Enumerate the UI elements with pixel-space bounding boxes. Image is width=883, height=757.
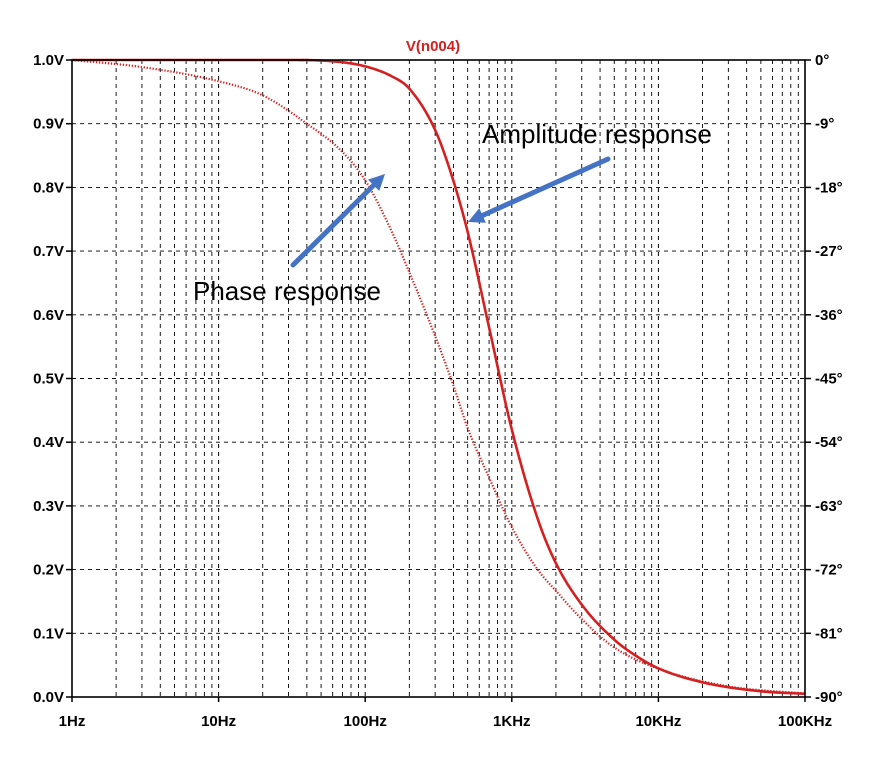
x-tick-label: 1Hz	[59, 713, 86, 730]
y2-tick-label: -81°	[815, 625, 843, 642]
x-tick-label: 10Hz	[201, 713, 236, 730]
x-tick-label: 10KHz	[635, 713, 681, 730]
y-tick-label: 0.7V	[33, 243, 64, 260]
phase-arrow-head	[367, 174, 385, 191]
annotation-amplitude: Amplitude response	[482, 119, 712, 149]
amplitude-arrow-shaft	[480, 156, 611, 218]
series-line-amplitude	[72, 58, 806, 696]
y-tick-label: 0.8V	[33, 179, 64, 196]
y2-tick-label: -27°	[815, 243, 843, 260]
y2-tick-label: -45°	[815, 371, 843, 388]
y2-tick-label: -90°	[815, 689, 843, 706]
y2-tick-label: -72°	[815, 562, 843, 579]
y2-tick-label: -9°	[815, 116, 834, 133]
plot-frame	[71, 59, 806, 698]
y2-tick-label: -18°	[815, 179, 843, 196]
series-line-phase	[71, 58, 806, 695]
x-tick-label: 100Hz	[344, 713, 387, 730]
y-tick-label: 0.2V	[33, 562, 64, 579]
y-tick-label: 0.9V	[33, 116, 64, 133]
axes: 0.0V 0.1V 0.2V 0.3V 0.4V 0.5V 0.6V 0.7V 0.8V 0.9V…	[33, 52, 843, 730]
annotations: Amplitude response Phase response	[193, 119, 712, 306]
annotation-phase: Phase response	[193, 276, 381, 306]
x-tick-label: 100KHz	[778, 713, 832, 730]
y-tick-label: 0.3V	[33, 498, 64, 515]
y2-tick-label: -54°	[815, 434, 843, 451]
y-tick-label: 0.4V	[33, 434, 64, 451]
y2-tick-label: -63°	[815, 498, 843, 515]
chart-title: V(n004)	[406, 38, 460, 55]
y2-tick-label: 0°	[815, 52, 829, 69]
y-tick-label: 0.0V	[33, 689, 64, 706]
x-tick-label: 1KHz	[493, 713, 531, 730]
amplitude-arrow-head	[468, 208, 486, 223]
y-tick-label: 0.1V	[33, 625, 64, 642]
phase-arrow-shaft	[290, 182, 377, 268]
y-tick-label: 0.6V	[33, 307, 64, 324]
y-tick-label: 0.5V	[33, 371, 64, 388]
series-layer	[71, 58, 806, 696]
y-tick-label: 1.0V	[33, 52, 64, 69]
y2-tick-label: -36°	[815, 307, 843, 324]
grid	[72, 60, 805, 697]
